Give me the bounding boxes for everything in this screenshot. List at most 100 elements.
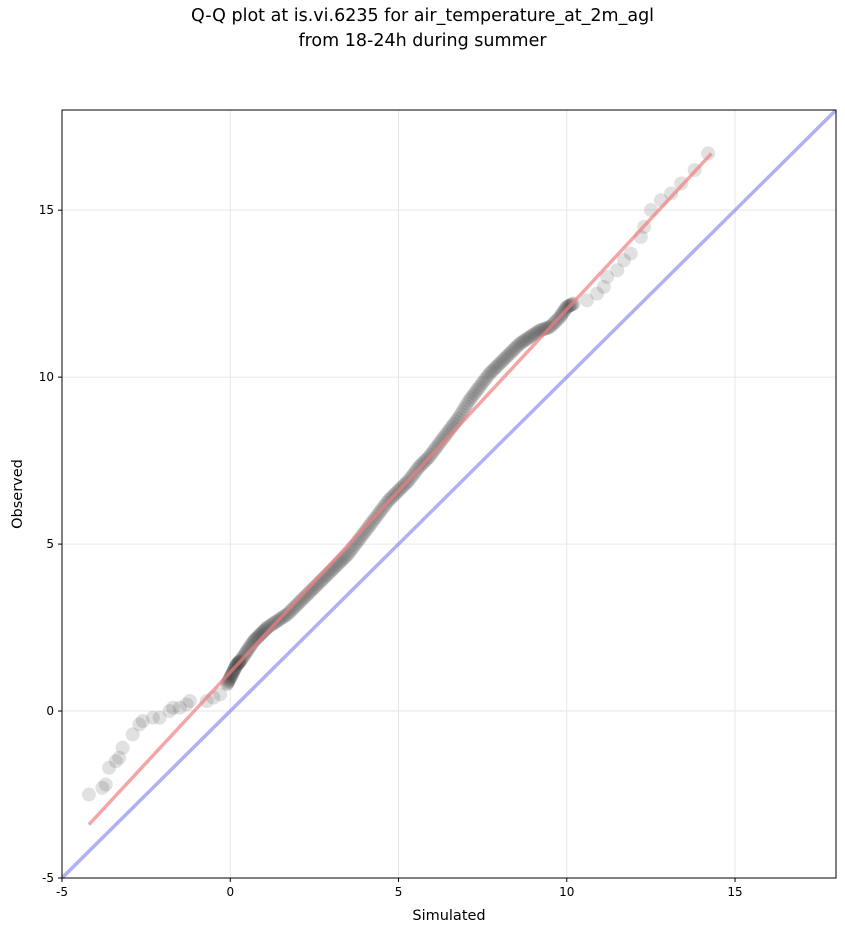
quantile-point	[287, 600, 302, 615]
quantile-point	[590, 286, 605, 301]
quantile-point	[472, 380, 487, 395]
quantile-point	[95, 780, 110, 795]
quantile-point	[527, 326, 542, 341]
quantile-point	[490, 358, 505, 373]
quantile-point	[115, 740, 130, 755]
quantile-point	[492, 356, 507, 371]
quantile-point	[135, 714, 150, 729]
quantile-point	[499, 350, 514, 365]
fit-line	[87, 152, 713, 826]
quantile-point	[526, 327, 541, 342]
quantile-point	[162, 704, 177, 719]
quantile-point	[436, 430, 451, 445]
quantile-point	[497, 351, 512, 366]
quantile-point	[579, 293, 594, 308]
y-tick-label: 0	[46, 704, 54, 718]
quantile-point	[504, 345, 519, 360]
quantile-point	[512, 336, 527, 351]
quantile-point	[522, 330, 537, 345]
quantile-point	[224, 668, 239, 683]
quantile-point	[283, 603, 298, 618]
quantile-point	[463, 391, 478, 406]
quantile-point	[467, 386, 482, 401]
quantile-point	[179, 697, 194, 712]
quantile-point	[510, 338, 525, 353]
quantile-point	[145, 710, 160, 725]
quantile-point	[282, 605, 297, 620]
quantile-point	[600, 269, 615, 284]
quantile-point	[108, 754, 123, 769]
quantile-point	[166, 700, 181, 715]
quantile-point	[152, 710, 167, 725]
y-tick-label: 5	[46, 537, 54, 551]
quantile-point	[242, 640, 257, 655]
quantile-point	[361, 520, 376, 535]
quantile-point	[596, 279, 611, 294]
quantile-point	[495, 353, 510, 368]
chart-title-line-2: from 18-24h during summer	[298, 31, 547, 51]
quantile-point	[494, 355, 509, 370]
x-tick-label: -5	[56, 885, 68, 899]
quantile-point	[462, 393, 477, 408]
quantile-point	[81, 787, 96, 802]
quantile-point	[243, 638, 258, 653]
quantile-point	[278, 608, 293, 623]
quantile-point	[430, 439, 445, 454]
quantile-point	[537, 321, 552, 336]
quantile-point	[226, 665, 241, 680]
quantile-point	[616, 253, 631, 268]
quantile-point	[521, 331, 536, 346]
grid	[61, 110, 836, 879]
chart-title-line-1: Q-Q plot at is.vi.6235 for air_temperatu…	[190, 6, 655, 26]
quantile-point	[431, 436, 446, 451]
quantile-point	[125, 727, 140, 742]
quantile-point	[132, 717, 147, 732]
quantile-point	[475, 375, 490, 390]
quantile-point	[435, 432, 450, 447]
quantile-point	[484, 365, 499, 380]
y-axis-label: Observed	[10, 459, 26, 529]
plot-frame	[61, 109, 837, 879]
quantile-point	[505, 343, 520, 358]
quantile-point	[502, 346, 517, 361]
x-tick-label: 5	[395, 885, 403, 899]
quantile-point	[102, 760, 117, 775]
quantile-point	[516, 334, 531, 349]
axis-ticks: -5 0 5 10 15 -5 0 5 10 15	[39, 203, 743, 899]
quantile-point	[224, 667, 239, 682]
quantile-point	[524, 328, 539, 343]
quantile-point	[199, 694, 214, 709]
quantile-point	[500, 348, 515, 363]
quantile-point	[213, 687, 228, 702]
quantile-point	[470, 382, 485, 397]
quantile-point	[479, 371, 494, 386]
quantile-point	[489, 360, 504, 375]
quantile-point	[455, 404, 470, 419]
quantile-point	[509, 340, 524, 355]
quantile-point	[482, 366, 497, 381]
y-tick-label: -5	[42, 871, 54, 885]
x-axis-label: Simulated	[412, 908, 485, 924]
quantile-point	[290, 597, 305, 612]
quantile-point	[519, 332, 534, 347]
quantile-point	[172, 700, 187, 715]
quantile-point	[263, 618, 278, 633]
quantile-point	[225, 666, 240, 681]
quantile-point	[457, 401, 472, 416]
quantile-point	[364, 515, 379, 530]
quantile-point	[240, 643, 255, 658]
y-tick-label: 15	[39, 203, 54, 217]
quantile-point	[112, 750, 127, 765]
quantile-point	[539, 321, 554, 336]
quantile-point	[285, 602, 300, 617]
quantile-point	[507, 341, 522, 356]
y-tick-label: 10	[39, 370, 54, 384]
quantile-point	[514, 335, 529, 350]
quantile-point	[458, 399, 473, 414]
quantile-point	[480, 369, 495, 384]
quantile-point	[288, 598, 303, 613]
quantile-point	[182, 694, 197, 709]
quantile-point	[473, 377, 488, 392]
quantile-point	[465, 389, 480, 404]
